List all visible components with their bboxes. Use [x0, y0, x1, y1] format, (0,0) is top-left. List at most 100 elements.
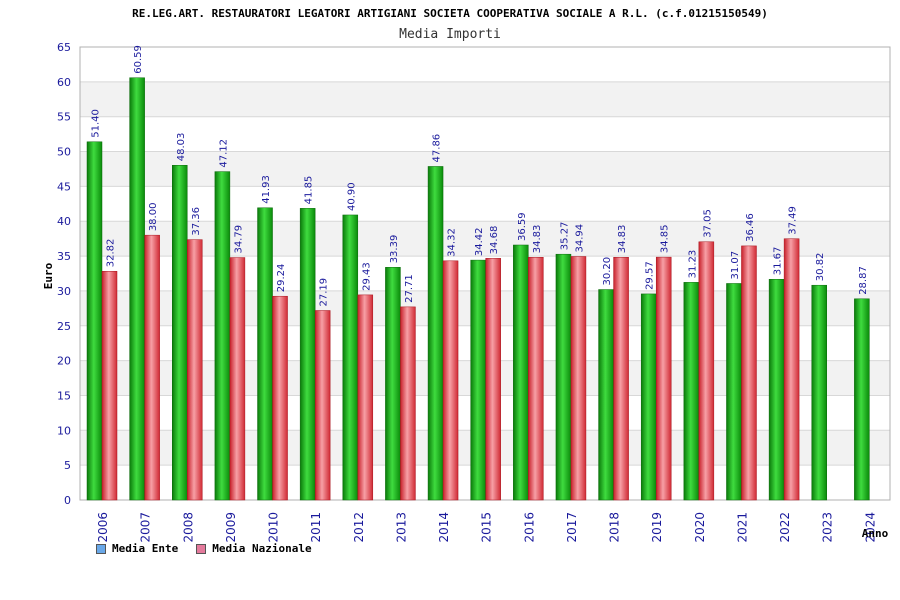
y-tick-label: 30 [57, 285, 71, 298]
x-tick-label-2007: 2007 [139, 512, 153, 543]
x-tick-label-2021: 2021 [735, 512, 749, 543]
value-label-nazionale-2021: 36.46 [745, 213, 756, 242]
value-label-nazionale-2012: 29.43 [361, 262, 372, 291]
bar-ente-2016 [513, 244, 529, 501]
y-tick-label: 50 [57, 146, 71, 159]
legend-item-nazionale: Media Nazionale [196, 542, 312, 555]
bar-ente-2007 [129, 77, 145, 501]
value-label-nazionale-2007: 38.00 [148, 203, 159, 232]
legend-label-nazionale: Media Nazionale [212, 542, 312, 555]
bar-ente-2018 [598, 289, 614, 501]
x-tick-label-2013: 2013 [394, 512, 408, 543]
y-axis-label: Euro [42, 262, 55, 289]
value-label-ente-2007: 60.59 [133, 45, 144, 74]
grid-band [80, 116, 890, 152]
value-label-ente-2018: 30.20 [602, 257, 613, 286]
y-tick-label: 35 [57, 250, 71, 263]
x-tick-label-2024: 2024 [863, 512, 877, 543]
bar-ente-2011 [299, 208, 316, 501]
x-tick-label-2009: 2009 [224, 512, 238, 543]
y-tick-label: 60 [57, 76, 71, 89]
value-label-nazionale-2018: 34.83 [617, 225, 628, 254]
x-tick-label-2020: 2020 [693, 512, 707, 543]
value-label-ente-2023: 30.82 [815, 253, 826, 282]
bar-ente-2021 [726, 283, 742, 501]
y-tick-label: 0 [64, 494, 71, 507]
value-label-nazionale-2022: 37.49 [788, 206, 799, 235]
value-label-ente-2008: 48.03 [176, 133, 187, 162]
bar-nazionale-2022 [783, 238, 800, 501]
y-tick-label: 45 [57, 180, 71, 193]
value-label-nazionale-2006: 32.82 [106, 239, 117, 268]
bar-nazionale-2008 [187, 239, 203, 501]
value-label-nazionale-2008: 37.36 [191, 207, 202, 236]
value-label-ente-2015: 34.42 [474, 227, 485, 256]
y-tick-label: 55 [57, 111, 71, 124]
value-label-nazionale-2011: 27.19 [319, 278, 330, 307]
chart-title: RE.LEG.ART. RESTAURATORI LEGATORI ARTIGI… [132, 7, 768, 20]
bar-ente-2009 [214, 171, 231, 501]
bar-nazionale-2017 [570, 256, 587, 501]
bar-ente-2020 [683, 282, 700, 501]
value-label-nazionale-2020: 37.05 [702, 209, 713, 238]
value-label-ente-2013: 33.39 [389, 235, 400, 264]
x-tick-label-2006: 2006 [96, 512, 110, 543]
y-tick-label: 10 [57, 424, 71, 437]
bar-ente-2014 [427, 166, 444, 501]
legend-swatch-ente [96, 543, 106, 554]
value-label-ente-2022: 31.67 [773, 247, 784, 276]
bar-nazionale-2016 [528, 257, 544, 501]
bar-ente-2013 [385, 267, 401, 501]
plot-area: 0 5 10 15 20 25 30 35 40 45 50 55 60 65 51.40 32.82 2006… [57, 41, 891, 543]
value-label-ente-2024: 28.87 [858, 266, 869, 295]
y-tick-label: 25 [57, 320, 71, 333]
y-tick-label: 5 [64, 459, 71, 472]
value-label-nazionale-2014: 34.32 [447, 228, 458, 257]
bar-nazionale-2009 [229, 257, 246, 501]
value-label-ente-2019: 29.57 [645, 261, 656, 290]
legend-swatch-nazionale [196, 543, 207, 554]
x-axis-label: Anno [862, 527, 889, 540]
y-tick-label: 20 [57, 355, 71, 368]
value-label-ente-2009: 47.12 [218, 139, 229, 168]
x-tick-label-2014: 2014 [437, 512, 451, 543]
value-label-ente-2017: 35.27 [559, 222, 570, 251]
x-tick-label-2015: 2015 [480, 512, 494, 543]
bar-nazionale-2011 [314, 310, 331, 501]
value-label-nazionale-2013: 27.71 [404, 274, 415, 303]
bar-nazionale-2021 [741, 245, 757, 501]
grid-band [80, 47, 890, 82]
bar-nazionale-2006 [101, 271, 118, 501]
bar-ente-2017 [555, 253, 572, 501]
value-label-ente-2010: 41.93 [261, 175, 272, 204]
legend-label-ente: Media Ente [112, 542, 179, 555]
x-tick-label-2011: 2011 [309, 512, 323, 543]
x-tick-label-2010: 2010 [267, 512, 281, 543]
bar-ente-2023 [811, 284, 827, 501]
grid-band [80, 81, 890, 117]
x-tick-label-2016: 2016 [522, 512, 536, 543]
bar-nazionale-2015 [485, 258, 501, 501]
bar-nazionale-2014 [442, 260, 459, 501]
bar-ente-2024 [854, 298, 870, 501]
bar-ente-2010 [257, 207, 273, 501]
x-tick-label-2022: 2022 [778, 512, 792, 543]
bar-nazionale-2013 [400, 306, 416, 501]
chart-subtitle: Media Importi [399, 27, 501, 42]
bar-nazionale-2018 [613, 257, 629, 501]
x-tick-label-2008: 2008 [181, 512, 195, 543]
value-label-ente-2006: 51.40 [91, 109, 102, 138]
x-tick-label-2019: 2019 [650, 512, 664, 543]
value-label-nazionale-2009: 34.79 [233, 225, 244, 254]
value-label-nazionale-2019: 34.85 [660, 224, 671, 253]
value-label-ente-2020: 31.23 [687, 250, 698, 279]
bar-nazionale-2012 [357, 294, 374, 501]
x-tick-label-2023: 2023 [821, 512, 835, 543]
x-tick-label-2012: 2012 [352, 512, 366, 543]
x-tick-label-2017: 2017 [565, 512, 579, 543]
value-label-ente-2021: 31.07 [730, 251, 741, 280]
value-label-nazionale-2017: 34.94 [574, 224, 585, 253]
y-tick-label: 65 [57, 41, 71, 54]
bar-nazionale-2019 [655, 256, 672, 501]
